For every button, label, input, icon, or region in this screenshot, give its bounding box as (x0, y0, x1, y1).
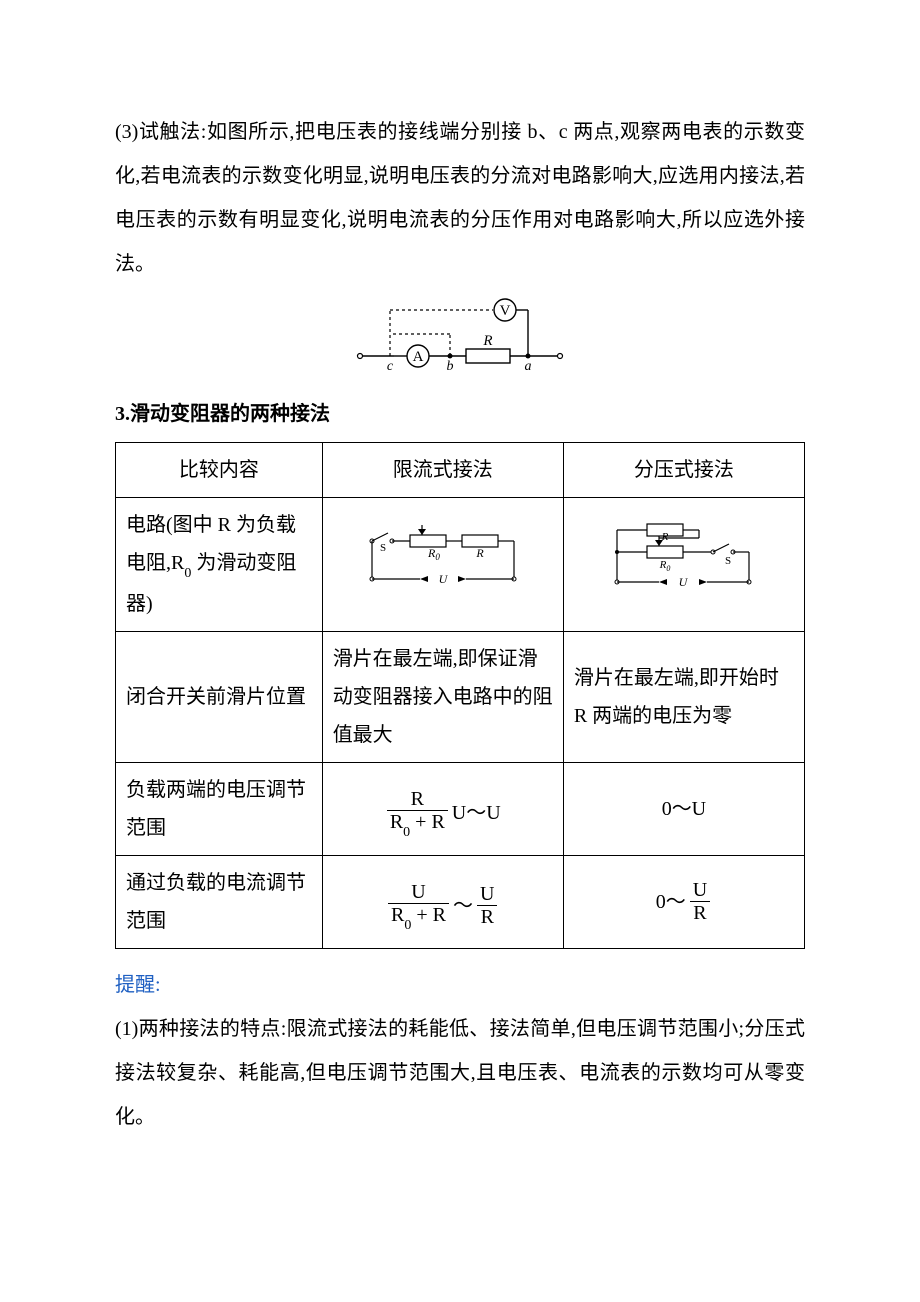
row-current: 通过负载的电流调节范围 U R0 + R ～ U R 0～ (116, 855, 805, 948)
circuit-try-touch-icon: A R a b c V (350, 294, 570, 372)
svg-text:R: R (475, 546, 484, 560)
limiting-circuit-icon: S R0 R U (358, 521, 528, 595)
row-slider-c3: 滑片在最左端,即开始时 R 两端的电压为零 (563, 631, 804, 762)
svg-text:R: R (482, 333, 492, 349)
header-c3: 分压式接法 (563, 443, 804, 498)
document-page: (3)试触法:如图所示,把电压表的接线端分别接 b、c 两点,观察两电表的示数变… (0, 0, 920, 1302)
header-c1: 比较内容 (116, 443, 323, 498)
row-circuit-label: 电路(图中 R 为负载电阻,R0 为滑动变阻器) (116, 498, 323, 632)
header-c2: 限流式接法 (322, 443, 563, 498)
row-slider-c2: 滑片在最左端,即保证滑动变阻器接入电路中的阻值最大 (322, 631, 563, 762)
svg-text:R0: R0 (659, 559, 671, 573)
svg-text:U: U (438, 572, 448, 586)
divider-circuit-icon: R R0 S (599, 518, 769, 598)
row-voltage: 负载两端的电压调节范围 R R0 + R U～U 0～U (116, 762, 805, 855)
row-slider-label: 闭合开关前滑片位置 (116, 631, 323, 762)
row-current-c2: U R0 + R ～ U R (322, 855, 563, 948)
intro-paragraph-3: (3)试触法:如图所示,把电压表的接线端分别接 b、c 两点,观察两电表的示数变… (115, 110, 805, 286)
svg-text:A: A (413, 349, 424, 365)
row-slider: 闭合开关前滑片位置 滑片在最左端,即保证滑动变阻器接入电路中的阻值最大 滑片在最… (116, 631, 805, 762)
row-circuit-limiting: S R0 R U (322, 498, 563, 632)
row-voltage-c2: R R0 + R U～U (322, 762, 563, 855)
svg-text:V: V (500, 303, 511, 319)
row-voltage-c3: 0～U (563, 762, 804, 855)
svg-text:c: c (387, 359, 394, 372)
svg-text:a: a (525, 359, 532, 372)
svg-text:U: U (679, 575, 689, 589)
row-circuit-divider: R R0 S (563, 498, 804, 632)
row-circuit: 电路(图中 R 为负载电阻,R0 为滑动变阻器) S R0 R (116, 498, 805, 632)
notes-p1: (1)两种接法的特点:限流式接法的耗能低、接法简单,但电压调节范围小;分压式接法… (115, 1007, 805, 1139)
table-header-row: 比较内容 限流式接法 分压式接法 (116, 443, 805, 498)
svg-text:S: S (380, 542, 386, 554)
svg-text:b: b (447, 359, 454, 372)
row-voltage-label: 负载两端的电压调节范围 (116, 762, 323, 855)
notes-section: 提醒: (1)两种接法的特点:限流式接法的耗能低、接法简单,但电压调节范围小;分… (115, 963, 805, 1139)
top-circuit-diagram: A R a b c V (115, 294, 805, 388)
row-current-c3: 0～ U R (563, 855, 804, 948)
row-current-label: 通过负载的电流调节范围 (116, 855, 323, 948)
svg-text:R0: R0 (427, 546, 440, 562)
heading-3: 3.滑动变阻器的两种接法 (115, 392, 805, 436)
svg-text:S: S (725, 555, 731, 567)
comparison-table: 比较内容 限流式接法 分压式接法 电路(图中 R 为负载电阻,R0 为滑动变阻器… (115, 442, 805, 949)
notes-heading: 提醒: (115, 963, 805, 1007)
